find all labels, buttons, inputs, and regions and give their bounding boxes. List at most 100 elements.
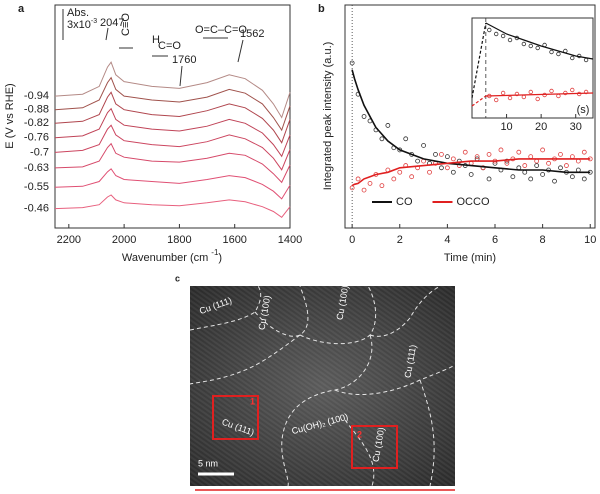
data-point — [450, 169, 456, 175]
data-point — [510, 174, 516, 180]
data-point — [558, 165, 563, 171]
box-label: 1 — [250, 396, 255, 406]
peak-label: 1562 — [240, 28, 264, 40]
peak-label: 1760 — [172, 54, 196, 66]
x-axis-label: Wavenumber (cm -1) — [122, 248, 222, 264]
data-point — [415, 158, 421, 164]
molecule: C=O — [158, 40, 181, 52]
box-label: 2 — [357, 429, 362, 439]
data-point — [556, 51, 561, 57]
x-axis-label-text: Wavenumber (cm — [122, 252, 208, 264]
data-point — [500, 33, 506, 39]
x-tick-label: 2200 — [57, 234, 81, 246]
plot-frame — [54, 4, 291, 229]
data-point — [563, 90, 568, 96]
series-line — [54, 194, 291, 218]
annotation-text: 3x10 — [67, 19, 91, 31]
data-point — [540, 172, 546, 177]
series-line — [54, 91, 291, 144]
data-point — [355, 176, 361, 182]
data-point — [486, 152, 492, 157]
data-point — [540, 147, 546, 153]
annotation: 3x10-3 — [67, 18, 97, 31]
arrow — [237, 39, 244, 63]
data-point — [494, 97, 499, 103]
x-tick-label: 0 — [349, 234, 355, 246]
data-point — [581, 176, 587, 182]
data-point — [549, 49, 554, 55]
data-point — [487, 27, 492, 33]
data-point — [504, 158, 510, 164]
legend-label: OCCO — [457, 196, 490, 208]
x-axis-label: Time (min) — [444, 252, 496, 264]
series-line — [54, 142, 291, 184]
boundary — [189, 334, 301, 385]
legend-label: CO — [396, 196, 413, 208]
data-point — [528, 43, 533, 49]
series-line — [351, 69, 591, 174]
data-point — [575, 167, 581, 173]
data-point — [367, 180, 373, 186]
data-point — [528, 89, 533, 95]
data-point — [427, 169, 432, 175]
grain-boundaries — [189, 285, 456, 487]
data-point — [456, 158, 462, 164]
data-point — [439, 152, 444, 157]
series-label: -0.46 — [24, 203, 49, 215]
x-tick-label: 1400 — [278, 234, 302, 246]
series-line — [471, 22, 487, 99]
series-label: -0.55 — [24, 181, 49, 193]
data-point — [397, 169, 403, 175]
data-point — [498, 147, 504, 153]
data-point — [556, 93, 561, 99]
data-point — [583, 89, 589, 95]
series-line — [54, 76, 291, 132]
x-tick-label: 6 — [492, 234, 498, 246]
data-point — [535, 45, 540, 51]
data-point — [468, 172, 474, 177]
lattice-texture — [190, 286, 455, 486]
data-point — [409, 174, 415, 180]
plot-frame — [344, 4, 596, 229]
data-point — [546, 160, 551, 166]
panel-label: c — [175, 273, 180, 283]
data-point — [439, 165, 444, 171]
x-tick-label: 10 — [584, 234, 596, 246]
data-point — [552, 178, 557, 184]
data-point — [504, 160, 510, 166]
series-label: -0.7 — [30, 146, 49, 158]
series-line — [351, 158, 591, 187]
data-point — [534, 163, 540, 168]
data-point — [494, 31, 499, 37]
x-axis-label-end: ) — [218, 252, 222, 264]
data-point — [507, 95, 513, 101]
data-point — [421, 143, 426, 148]
inset-x-label: (s) — [577, 104, 590, 116]
panel-label: a — [18, 3, 25, 15]
x-tick-label: 20 — [535, 121, 547, 133]
data-point — [349, 60, 355, 66]
series-line — [471, 95, 487, 107]
x-tick-label: 10 — [500, 121, 512, 133]
data-point — [361, 114, 367, 119]
data-point — [391, 176, 397, 182]
y-axis-label: Integrated peak intensity (a.u.) — [322, 42, 334, 191]
data-point — [379, 183, 385, 189]
data-point — [549, 88, 554, 94]
data-point — [480, 165, 486, 171]
data-point — [500, 90, 506, 96]
data-point — [581, 149, 587, 155]
series-label: -0.82 — [24, 117, 49, 129]
data-point — [570, 87, 575, 93]
annotation-exp: -3 — [91, 18, 97, 25]
boundary — [419, 379, 435, 487]
data-point — [450, 156, 456, 162]
annotation: Abs. — [67, 7, 89, 19]
x-tick-label: 2000 — [112, 234, 136, 246]
data-point — [558, 152, 563, 157]
x-tick-label: 1800 — [167, 234, 191, 246]
peak-label: 2047 — [100, 17, 124, 29]
data-point — [535, 96, 540, 102]
data-point — [564, 163, 569, 168]
x-tick-label: 8 — [540, 234, 546, 246]
